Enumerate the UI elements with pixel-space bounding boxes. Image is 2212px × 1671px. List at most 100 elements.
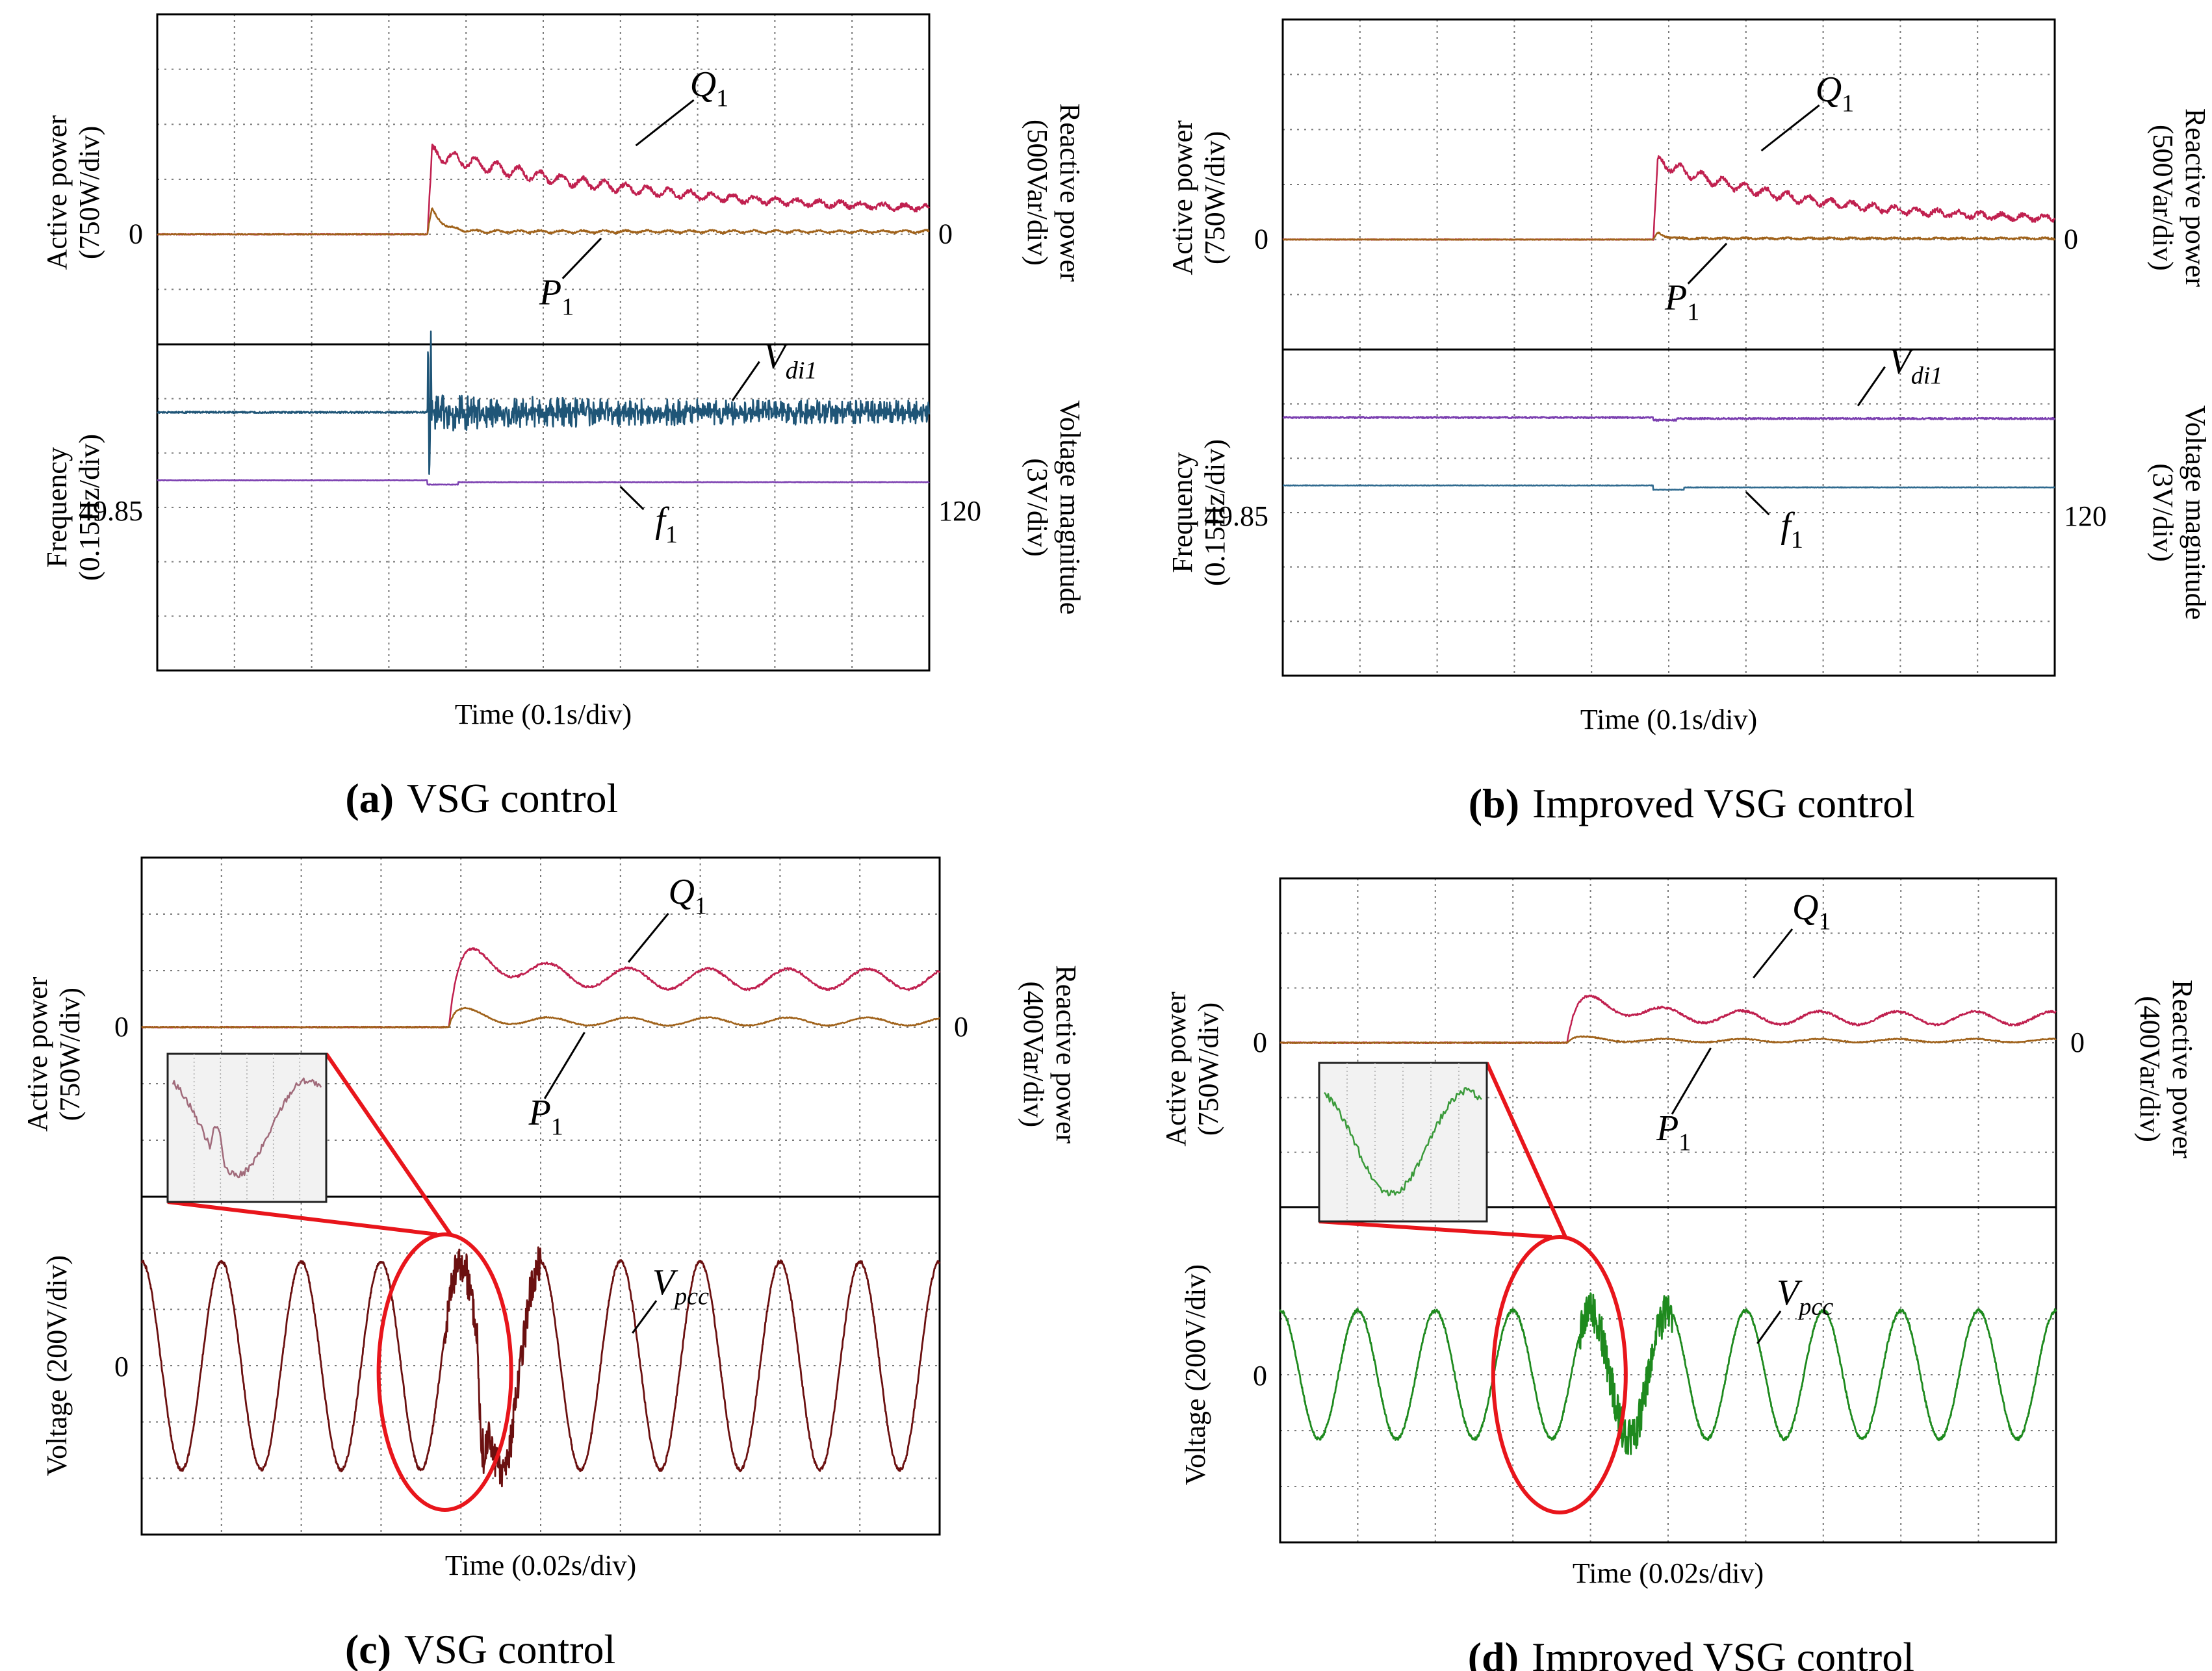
active-power-ylabel: Active power (21, 976, 53, 1132)
caption-text: Improved VSG control (1532, 1634, 1914, 1671)
q1-leader (635, 99, 695, 147)
frequency-scale: (0.15Hz/div) (73, 434, 105, 581)
active-power-ylabel: Active power (41, 115, 73, 270)
highlight-ellipse (1491, 1235, 1628, 1514)
left-zero-label: 0 (114, 1011, 129, 1043)
reactive-power-ylabel: Reactive power (2167, 980, 2198, 1158)
active-power-ylabel: Active power (1166, 120, 1198, 275)
vdi1-label: Vdi1 (1889, 342, 1943, 390)
p1-leader (1671, 1047, 1712, 1115)
voltage-magnitude-scale: (3V/div) (1022, 458, 1053, 557)
right-zero-label: 0 (954, 1011, 968, 1043)
right-zero-label: 0 (2064, 223, 2078, 255)
left-zero-label: 0 (1254, 223, 1268, 255)
voltage-magnitude-scale: (3V/div) (2147, 463, 2179, 562)
p1-trace (141, 1006, 940, 1029)
zoom-line-1 (1318, 1219, 1552, 1239)
left-zero-label: 0 (1253, 1027, 1267, 1058)
frequency-ref-label: 49.85 (1204, 500, 1268, 532)
q1-label: Q1 (690, 64, 729, 112)
active-power-scale: (750W/div) (1192, 1002, 1224, 1136)
frequency-scale: (0.15Hz/div) (1199, 439, 1231, 586)
chart-panel-d: Q1 P1 0 0 Active power (750W/div) Reactive pow… (1160, 877, 2198, 1671)
chart-panel-a: Q1 P1 0 0 Active power (750W/div) Reactive pow… (41, 13, 1086, 821)
vdi1-trace (156, 330, 931, 476)
voltage-ylabel: Voltage (200V/div) (41, 1255, 73, 1476)
active-power-scale: (750W/div) (1199, 131, 1231, 264)
zoom-line-2 (324, 1052, 454, 1237)
p1-trace (1282, 231, 2055, 241)
highlight-ellipse (376, 1232, 513, 1512)
caption-text: VSG control (404, 1626, 615, 1671)
vpcc-label: Vpcc (1777, 1273, 1833, 1321)
q1-leader (1753, 928, 1794, 978)
chart-panel-b: Q1 P1 0 0 Active power (750W/div) Reactive pow… (1166, 18, 2211, 826)
zoom-line-2 (1485, 1062, 1568, 1240)
caption-text: VSG control (407, 775, 618, 821)
p1-leader (1687, 242, 1728, 285)
q1-leader (627, 913, 669, 963)
f1-trace (157, 479, 930, 486)
frequency-ylabel: Frequency (41, 447, 73, 568)
voltage-ref-label: 120 (938, 495, 981, 527)
chart-frame (156, 13, 931, 672)
active-power-scale: (750W/div) (54, 988, 86, 1121)
reactive-power-scale: (400Var/div) (1018, 981, 1049, 1127)
x-axis-label: Time (0.1s/div) (1580, 704, 1757, 735)
active-power-ylabel: Active power (1160, 991, 1192, 1147)
right-zero-label: 0 (938, 218, 953, 250)
inset-trace (172, 1077, 322, 1179)
chart-panel-c: Q1 P1 0 0 Active power (750W/div) Reactive pow… (21, 856, 1082, 1671)
p1-label: P1 (528, 1093, 563, 1141)
voltage-magnitude-ylabel: Voltage magnitude (1054, 400, 1086, 615)
caption-text: Improved VSG control (1532, 780, 1915, 826)
p1-label: P1 (1664, 278, 1699, 326)
chart-frame (1279, 877, 2057, 1544)
vdi1-label: Vdi1 (764, 337, 817, 385)
f1-trace (1282, 484, 2055, 491)
p1-trace (1280, 1035, 2057, 1045)
voltage-magnitude-ylabel: Voltage magnitude (2180, 405, 2211, 620)
x-axis-label: Time (0.1s/div) (455, 698, 632, 730)
p1-label: P1 (1656, 1108, 1691, 1156)
chart-frame (1281, 18, 2056, 677)
vpcc-trace (140, 1246, 941, 1488)
p1-leader (561, 237, 602, 279)
voltage-zero-label: 0 (114, 1351, 129, 1383)
vdi1-trace (1282, 416, 2056, 422)
reactive-power-ylabel: Reactive power (2180, 108, 2211, 287)
caption-letter: (d) (1468, 1634, 1519, 1671)
p1-label: P1 (539, 273, 574, 321)
active-power-scale: (750W/div) (73, 126, 105, 259)
left-zero-label: 0 (129, 218, 143, 250)
q1-leader (1760, 104, 1820, 152)
reactive-power-scale: (500Var/div) (1022, 120, 1053, 266)
voltage-zero-label: 0 (1253, 1360, 1267, 1392)
reactive-power-ylabel: Reactive power (1054, 103, 1086, 282)
vdi1-leader (1857, 366, 1886, 407)
zoom-line-1 (167, 1200, 437, 1236)
right-zero-label: 0 (2070, 1027, 2085, 1058)
x-axis-label: Time (0.02s/div) (1573, 1557, 1764, 1589)
reactive-power-scale: (500Var/div) (2147, 125, 2179, 271)
frequency-ref-label: 49.85 (79, 495, 143, 527)
p1-trace (157, 207, 930, 236)
voltage-ylabel: Voltage (200V/div) (1179, 1264, 1211, 1485)
f1-leader (1745, 491, 1770, 516)
q1-label: Q1 (1816, 70, 1855, 118)
caption-letter: (c) (345, 1626, 391, 1671)
vpcc-trace (1279, 1292, 2057, 1455)
vdi1-leader (731, 361, 760, 402)
caption-letter: (b) (1469, 780, 1519, 826)
reactive-power-scale: (400Var/div) (2134, 996, 2166, 1142)
f1-leader (619, 486, 645, 511)
vpcc-label: Vpcc (652, 1262, 709, 1310)
q1-label: Q1 (1792, 887, 1831, 936)
caption-letter: (a) (345, 775, 394, 821)
frequency-ylabel: Frequency (1166, 452, 1198, 573)
inset-trace (1324, 1087, 1482, 1197)
reactive-power-ylabel: Reactive power (1050, 965, 1082, 1143)
x-axis-label: Time (0.02s/div) (445, 1550, 636, 1581)
